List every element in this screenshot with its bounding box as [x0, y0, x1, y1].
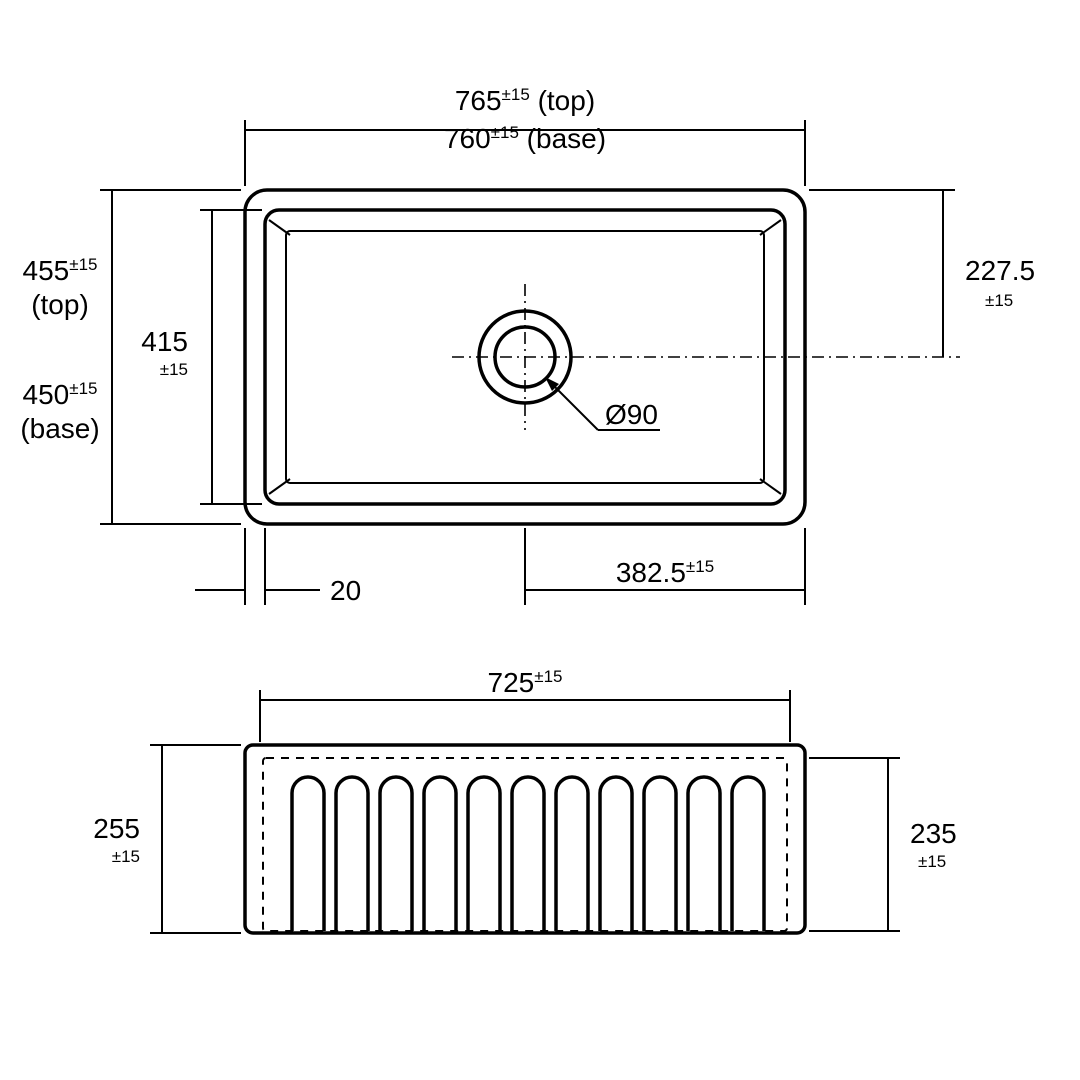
- svg-text:(base): (base): [20, 413, 99, 444]
- svg-text:(top): (top): [31, 289, 89, 320]
- svg-text:760±15 (base): 760±15 (base): [444, 123, 606, 154]
- dim-front-height-in: 235 ±15: [809, 758, 957, 931]
- svg-text:235: 235: [910, 818, 957, 849]
- svg-text:±15: ±15: [918, 852, 946, 871]
- dim-width-top: 765±15 (top) 760±15 (base): [245, 85, 805, 186]
- svg-text:450±15: 450±15: [23, 379, 98, 410]
- dimension-drawing: Ø90 765±15 (top) 760±15 (base) 455±15 (t…: [0, 0, 1080, 1080]
- dim-half-height: 227.5 ±15: [809, 190, 1035, 357]
- dim-height-left: 455±15 (top) 450±15 (base): [20, 190, 241, 524]
- dim-wall: 20: [195, 528, 361, 606]
- dim-half-width: 382.5±15: [525, 528, 805, 605]
- svg-text:±15: ±15: [160, 360, 188, 379]
- svg-text:±15: ±15: [985, 291, 1013, 310]
- svg-text:227.5: 227.5: [965, 255, 1035, 286]
- width-base-val: 760: [444, 123, 491, 154]
- svg-text:455±15: 455±15: [23, 255, 98, 286]
- top-view: Ø90 765±15 (top) 760±15 (base) 455±15 (t…: [20, 85, 1035, 606]
- drain-dia-label: Ø90: [605, 399, 658, 430]
- svg-text:765±15 (top): 765±15 (top): [455, 85, 595, 116]
- svg-text:415: 415: [141, 326, 188, 357]
- svg-text:±15: ±15: [112, 847, 140, 866]
- dim-front-height-out: 255 ±15: [93, 745, 241, 933]
- flutes: [292, 777, 764, 931]
- drain: Ø90: [452, 284, 960, 430]
- svg-text:725±15: 725±15: [488, 667, 563, 698]
- svg-text:382.5±15: 382.5±15: [616, 557, 714, 588]
- width-top-val: 765: [455, 85, 502, 116]
- dim-front-width: 725±15: [260, 667, 790, 742]
- svg-text:255: 255: [93, 813, 140, 844]
- svg-text:20: 20: [330, 575, 361, 606]
- front-view: 725±15 255 ±15 235 ±15: [93, 667, 956, 933]
